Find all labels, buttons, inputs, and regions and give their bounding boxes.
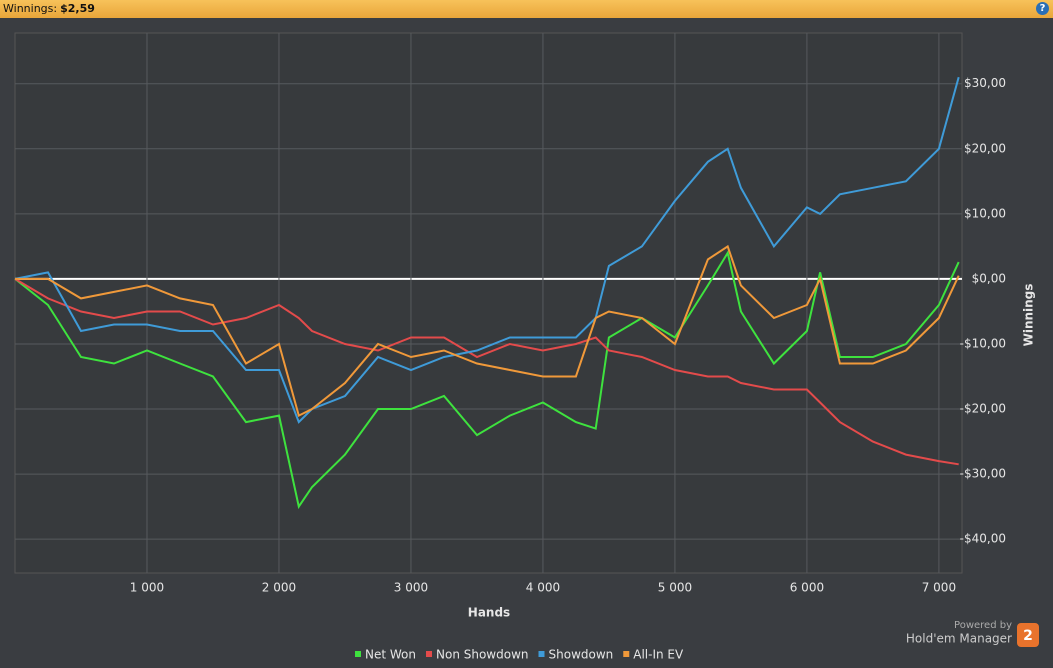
x-tick-label: 5 000 [658,581,692,595]
product-name: Hold'em Manager [906,632,1012,646]
x-tick-label: 6 000 [790,581,824,595]
logo [1017,623,1039,647]
logo-text: 2 [1023,628,1033,644]
y-tick-label: $30,00 [964,76,1006,90]
x-axis-title: Hands [468,606,510,620]
x-tick-label: 7 000 [922,581,956,595]
chart: Hands Winnings Powered by Hold'em Manage… [14,32,1039,662]
series-line [15,244,960,418]
y-tick-label: -$10,00 [960,336,1006,350]
x-tick-label: 1 000 [130,581,164,595]
x-tick-label: 4 000 [526,581,560,595]
legend-swatch [426,651,432,657]
y-tick-label: -$20,00 [960,402,1006,416]
series-line [14,250,960,510]
y-tick-label: $20,00 [964,141,1006,155]
plot-area [14,32,963,574]
header-label: Winnings: [3,2,58,15]
y-tick-label: $0,00 [972,271,1006,285]
y-tick-label: -$40,00 [960,532,1006,546]
header-bar: Winnings: $2,59 [0,0,1053,18]
legend-label: Net Won [365,648,416,662]
series-line [14,278,959,466]
legend-swatch [538,651,545,657]
powered-by: Powered by [954,620,1012,631]
help-button[interactable]: ? [1036,2,1049,15]
y-tick-label: -$30,00 [960,467,1006,481]
x-tick-label: 3 000 [394,581,428,595]
legend-swatch [355,651,361,657]
legend-label: Non Showdown [436,648,529,662]
x-tick-label: 2 000 [262,581,296,595]
y-tick-label: $10,00 [964,206,1006,220]
series-line [14,76,960,424]
header-value: $2,59 [60,2,95,15]
legend-swatch [623,651,630,657]
legend-label: Showdown [549,648,614,662]
y-axis-title: Winnings [1022,284,1036,347]
legend-label: All-In EV [633,648,684,662]
